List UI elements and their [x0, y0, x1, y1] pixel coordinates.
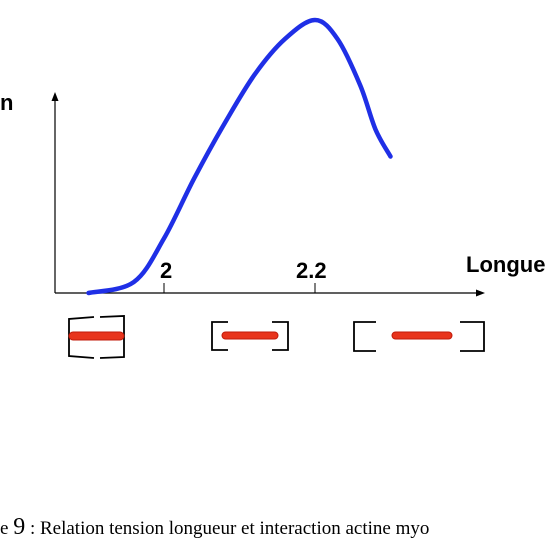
- tension-curve: [86, 17, 393, 296]
- actin-filament: [68, 331, 125, 341]
- sarcomere-bracket-right: [460, 321, 485, 352]
- sarcomere-icon-stretched: [353, 321, 485, 352]
- x-tick-label-2.2: 2.2: [296, 258, 327, 283]
- actin-filament: [391, 331, 453, 340]
- x-axis-label: Longue: [466, 252, 545, 277]
- sarcomere-bracket-left: [353, 321, 376, 352]
- sarcomere-icon-optimal: [211, 321, 289, 351]
- caption-text: : Relation tension longueur et interacti…: [25, 518, 430, 539]
- x-axis-arrow: [476, 289, 485, 297]
- figure-caption: e 9 : Relation tension longueur et inter…: [0, 514, 560, 541]
- y-axis-arrow: [51, 92, 59, 101]
- x-tick-label-2: 2: [160, 258, 172, 283]
- caption-figure-number: 9: [13, 514, 26, 540]
- sarcomere-bracket-left: [211, 321, 228, 351]
- sarcomere-icon-contracted: [68, 315, 125, 359]
- sarcomere-bracket-right: [272, 321, 289, 351]
- y-axis-label: n: [0, 90, 13, 115]
- caption-prefix: e: [0, 518, 14, 539]
- actin-filament: [221, 331, 279, 340]
